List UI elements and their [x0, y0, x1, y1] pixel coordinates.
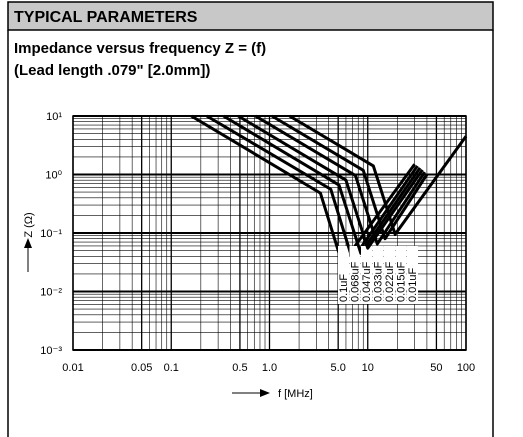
y-tick-label: 10⁻² [40, 287, 62, 299]
impedance-curve [288, 114, 468, 236]
x-tick-label: 5.0 [331, 362, 346, 374]
x-tick-label: 100 [457, 362, 475, 374]
legend-label-bg [349, 246, 361, 304]
legend-label: 0.015uF [396, 261, 408, 302]
y-arrow-head [24, 238, 32, 248]
legend-label: 0.047uF [361, 261, 373, 302]
y-axis-label: Z (Ω) [23, 212, 35, 237]
legend-label: 0.033uF [373, 261, 385, 302]
chart-subtitle: (Lead length .079" [2.0mm]) [14, 62, 210, 79]
y-tick-label: 10⁻³ [40, 345, 62, 357]
y-tick-label: 10¹ [46, 111, 62, 123]
y-tick-label: 10⁻¹ [40, 228, 62, 240]
chart-title: Impedance versus frequency Z = (f) [14, 40, 266, 57]
x-arrow-head [260, 389, 270, 397]
legend-label-bg [395, 246, 407, 304]
legend-label: 0.01uF [407, 267, 419, 302]
legend-label-bg [372, 246, 384, 304]
plot-frame [72, 115, 467, 351]
legend-label: 0.022uF [384, 261, 396, 302]
x-tick-label: 0.05 [131, 362, 152, 374]
legend-label-bg [384, 246, 395, 304]
x-tick-label: 0.01 [62, 362, 83, 374]
header-bar [7, 1, 494, 31]
legend-label: 0.1uF [338, 274, 350, 302]
x-tick-label: 1.0 [262, 362, 277, 374]
impedance-curve [254, 114, 426, 246]
legend-label-bg [407, 246, 418, 304]
legend-label-bg [338, 246, 349, 304]
x-tick-label: 10 [362, 362, 374, 374]
legend-label: 0.068uF [350, 261, 362, 302]
x-tick-label: 0.1 [164, 362, 179, 374]
legend-label-bg [361, 246, 372, 304]
impedance-curve [222, 114, 422, 255]
x-axis-label: f [MHz] [278, 388, 313, 400]
impedance-curve [271, 114, 429, 241]
y-tick-label: 10⁰ [45, 170, 62, 182]
x-tick-label: 50 [430, 362, 442, 374]
impedance-curve [206, 114, 419, 262]
x-tick-label: 0.5 [232, 362, 247, 374]
section-title: TYPICAL PARAMETERS [14, 9, 198, 26]
impedance-curve [237, 114, 424, 250]
